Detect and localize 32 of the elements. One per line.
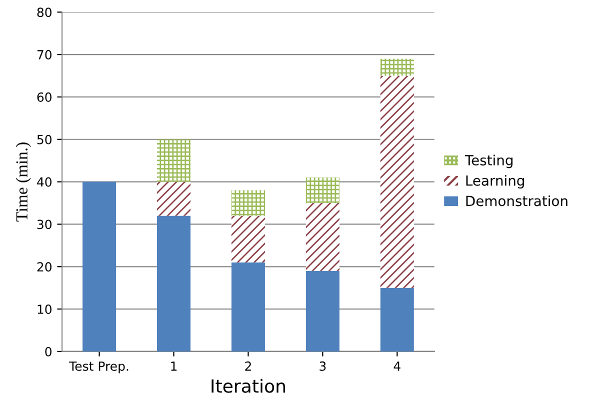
- bar: [380, 288, 414, 352]
- legend-label: Demonstration: [466, 195, 568, 206]
- y-tick-label: 60: [37, 92, 52, 102]
- bar: [306, 178, 340, 204]
- bar: [82, 182, 116, 352]
- text: Testing: [464, 154, 513, 168]
- y-tick-label: 30: [37, 220, 52, 230]
- y-tick-label: 20: [37, 262, 52, 272]
- x-axis-title: Iteration: [212, 378, 285, 393]
- bar: [231, 216, 265, 262]
- bar: [380, 58, 414, 76]
- bar: [157, 216, 191, 352]
- y-tick-label: 0: [45, 346, 52, 356]
- bar: [306, 203, 340, 271]
- bar: [231, 262, 265, 352]
- bar: [231, 190, 265, 216]
- x-tick-label: 3: [320, 361, 326, 371]
- bar: [380, 76, 414, 288]
- bar: [306, 270, 340, 352]
- x-tick-label: Test Prep.: [69, 362, 128, 374]
- y-axis-title: Time (min.): [16, 142, 31, 222]
- text: Learning: [466, 175, 524, 189]
- y-tick-label: 70: [37, 50, 52, 60]
- x-tick-label: 4: [394, 362, 400, 371]
- y-tick-label: 80: [37, 8, 52, 18]
- x-tick-label: 1: [171, 362, 177, 371]
- bar: [157, 182, 191, 216]
- bar: [157, 139, 191, 182]
- y-tick-label: 50: [37, 134, 52, 144]
- y-tick-label: 10: [38, 304, 52, 314]
- y-tick-label: 40: [37, 177, 52, 187]
- x-tick-label: 2: [245, 361, 251, 371]
